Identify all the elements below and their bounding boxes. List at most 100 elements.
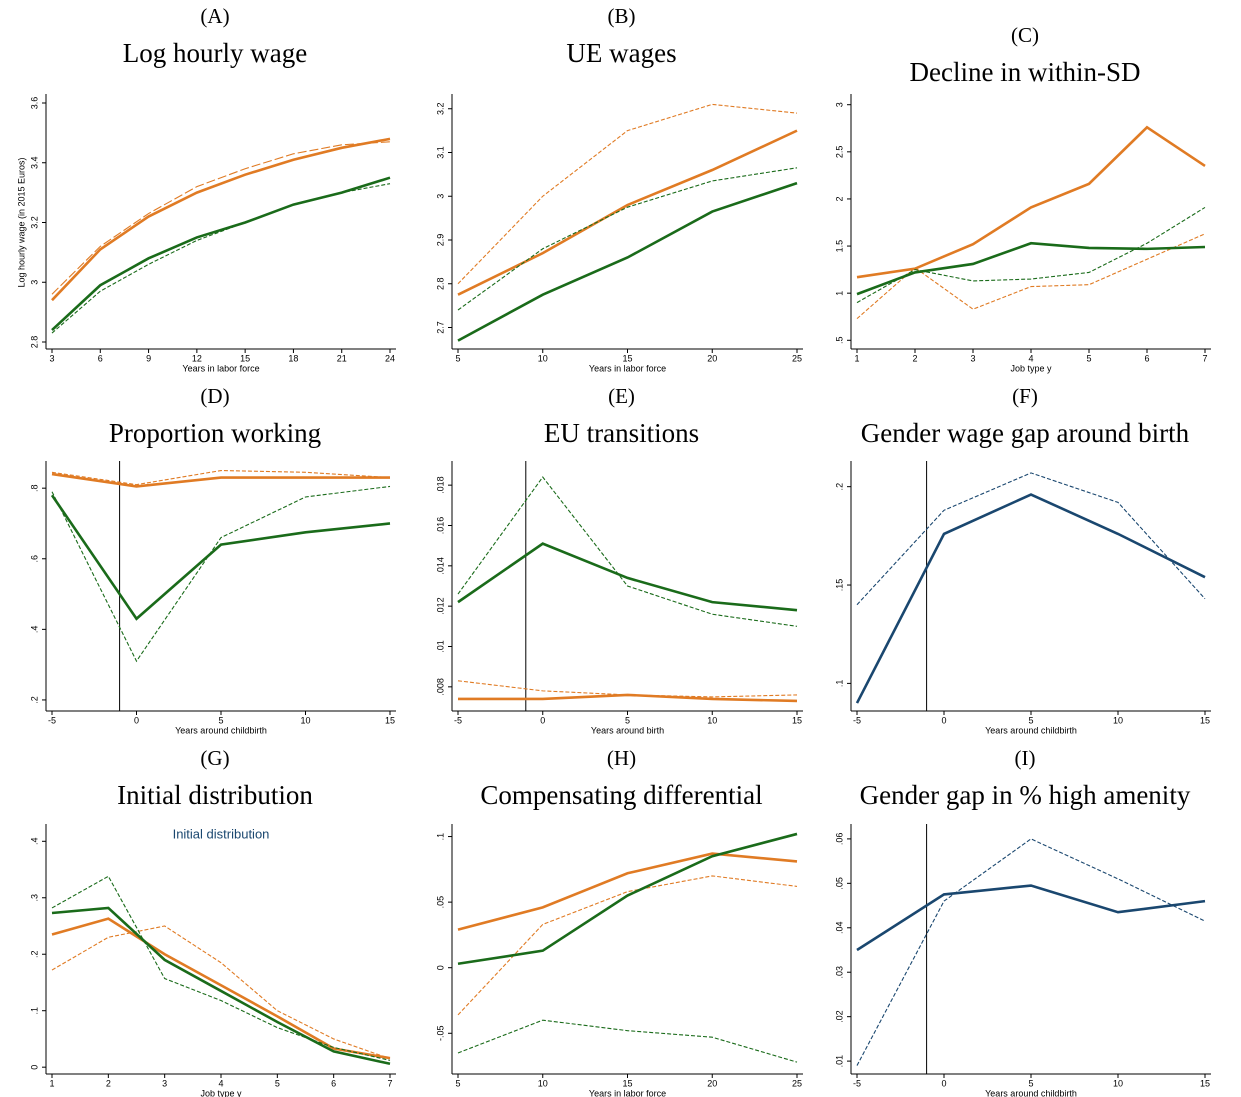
series-line bbox=[457, 181, 798, 342]
y-tick-label: .008 bbox=[435, 678, 445, 696]
x-tick-label: 10 bbox=[707, 715, 717, 725]
panel-label: (A) bbox=[200, 4, 229, 28]
y-tick-label: -.05 bbox=[435, 1026, 445, 1042]
y-tick-label: 3.2 bbox=[435, 102, 445, 115]
x-tick-label: 10 bbox=[1113, 1078, 1123, 1088]
x-tick-label: 5 bbox=[275, 1078, 280, 1088]
y-tick-label: .05 bbox=[834, 877, 844, 890]
x-tick-label: 7 bbox=[1202, 353, 1207, 363]
x-tick-label: 10 bbox=[1113, 715, 1123, 725]
x-tick-label: 0 bbox=[941, 715, 946, 725]
x-tick-label: 2 bbox=[106, 1078, 111, 1088]
y-tick-label: 3.1 bbox=[435, 146, 445, 159]
x-tick-label: 1 bbox=[854, 353, 859, 363]
series-line bbox=[856, 838, 1206, 1066]
y-tick-label: .04 bbox=[834, 922, 844, 935]
y-tick-label: .4 bbox=[29, 626, 39, 634]
x-tick-label: 3 bbox=[162, 1078, 167, 1088]
y-tick-label: 3.6 bbox=[29, 97, 39, 110]
x-tick-label: 20 bbox=[707, 353, 717, 363]
y-tick-label: .6 bbox=[29, 555, 39, 563]
series-line bbox=[457, 476, 798, 627]
series-line bbox=[51, 472, 390, 488]
x-tick-label: -5 bbox=[454, 715, 462, 725]
panel-label: (E) bbox=[608, 384, 635, 408]
panel-title: EU transitions bbox=[544, 418, 699, 448]
x-tick-label: 25 bbox=[792, 1078, 802, 1088]
x-axis-label: Job type y bbox=[1010, 363, 1052, 373]
x-tick-label: 10 bbox=[538, 353, 548, 363]
x-tick-label: 5 bbox=[1028, 715, 1033, 725]
x-tick-label: 18 bbox=[288, 353, 298, 363]
panel-title: UE wages bbox=[566, 38, 676, 68]
x-tick-label: -5 bbox=[853, 1078, 861, 1088]
y-tick-label: .014 bbox=[435, 557, 445, 575]
series-line bbox=[457, 167, 798, 311]
y-tick-label: .4 bbox=[29, 838, 39, 846]
x-tick-label: 15 bbox=[622, 1078, 632, 1088]
x-tick-label: 0 bbox=[941, 1078, 946, 1088]
y-tick-label: .01 bbox=[834, 1055, 844, 1068]
series-line bbox=[458, 693, 798, 703]
y-tick-label: .1 bbox=[834, 680, 844, 688]
x-tick-label: 15 bbox=[622, 353, 632, 363]
x-tick-label: 2 bbox=[912, 353, 917, 363]
panel-label: (H) bbox=[607, 746, 636, 770]
x-tick-label: 6 bbox=[1144, 353, 1149, 363]
x-tick-label: 24 bbox=[385, 353, 395, 363]
x-tick-label: 10 bbox=[300, 715, 310, 725]
x-tick-label: 5 bbox=[1028, 1078, 1033, 1088]
x-tick-label: 5 bbox=[1086, 353, 1091, 363]
panel-title: Compensating differential bbox=[480, 780, 762, 810]
x-axis-label: Years around childbirth bbox=[175, 725, 267, 735]
x-axis-label: Years in labor force bbox=[589, 363, 666, 373]
series-line bbox=[51, 925, 391, 1060]
x-axis-label: Years around childbirth bbox=[985, 725, 1077, 735]
y-tick-label: .01 bbox=[435, 640, 445, 653]
series-line bbox=[457, 832, 798, 966]
y-tick-label: .018 bbox=[435, 476, 445, 494]
x-tick-label: 15 bbox=[792, 715, 802, 725]
y-tick-label: .1 bbox=[435, 833, 445, 841]
series-line bbox=[856, 125, 1206, 279]
y-tick-label: .06 bbox=[834, 833, 844, 846]
x-tick-label: -5 bbox=[853, 715, 861, 725]
series-line bbox=[51, 141, 391, 295]
x-tick-label: 15 bbox=[1200, 715, 1210, 725]
y-tick-label: .3 bbox=[29, 894, 39, 902]
x-tick-label: -5 bbox=[48, 715, 56, 725]
panel-title: Gender gap in % high amenity bbox=[860, 780, 1191, 810]
series-line bbox=[855, 493, 1206, 704]
x-axis-label: Years in labor force bbox=[182, 363, 259, 373]
x-tick-label: 5 bbox=[455, 353, 460, 363]
series-line bbox=[51, 183, 391, 334]
series-line bbox=[51, 875, 391, 1061]
x-tick-label: 4 bbox=[218, 1078, 223, 1088]
y-tick-label: 1 bbox=[834, 291, 844, 296]
series-line bbox=[51, 906, 391, 1066]
y-tick-label: .016 bbox=[435, 517, 445, 535]
x-tick-label: 12 bbox=[192, 353, 202, 363]
y-tick-label: 2 bbox=[834, 196, 844, 201]
x-tick-label: 6 bbox=[331, 1078, 336, 1088]
x-tick-label: 25 bbox=[792, 353, 802, 363]
y-tick-label: 0 bbox=[435, 965, 445, 970]
x-axis-label: Years around childbirth bbox=[985, 1088, 1077, 1097]
y-tick-label: .1 bbox=[29, 1007, 39, 1015]
y-tick-label: .2 bbox=[834, 483, 844, 491]
x-tick-label: 20 bbox=[707, 1078, 717, 1088]
x-tick-label: 0 bbox=[540, 715, 545, 725]
x-tick-label: 3 bbox=[970, 353, 975, 363]
x-tick-label: 1 bbox=[49, 1078, 54, 1088]
x-tick-label: 4 bbox=[1028, 353, 1033, 363]
series-line bbox=[856, 206, 1206, 304]
x-tick-label: 10 bbox=[538, 1078, 548, 1088]
y-tick-label: .8 bbox=[29, 484, 39, 492]
y-tick-label: 2.8 bbox=[435, 277, 445, 290]
y-tick-label: .2 bbox=[29, 696, 39, 704]
series-line bbox=[51, 469, 391, 486]
y-tick-label: .2 bbox=[29, 950, 39, 958]
y-tick-label: 2.5 bbox=[834, 146, 844, 159]
x-tick-label: 6 bbox=[98, 353, 103, 363]
